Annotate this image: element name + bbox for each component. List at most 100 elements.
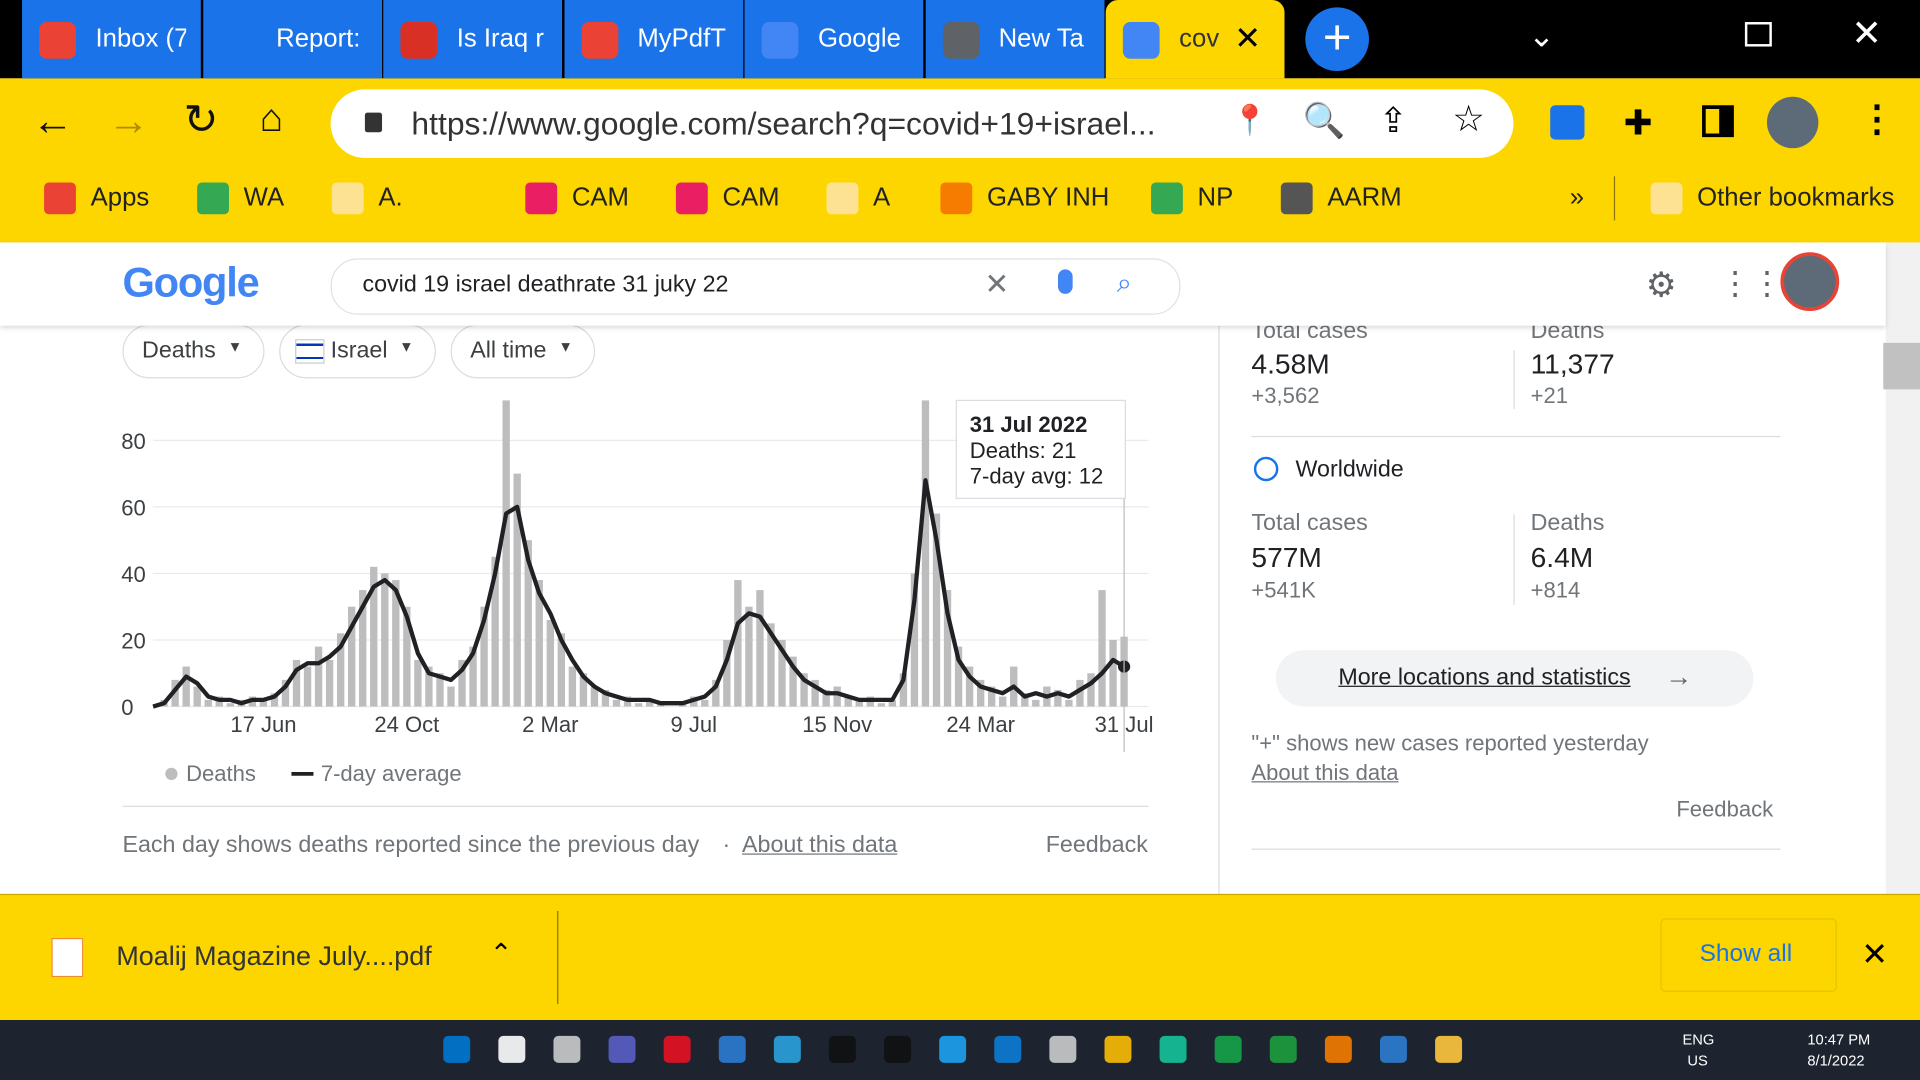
download-menu[interactable]: ⌃ <box>489 937 513 969</box>
download-file[interactable]: Moalij Magazine July....pdf <box>116 940 432 972</box>
location-icon[interactable]: 📍 <box>1231 104 1269 138</box>
bar <box>314 646 323 707</box>
taskbar-icon[interactable] <box>663 1035 691 1063</box>
taskbar-icon[interactable] <box>994 1035 1022 1063</box>
dropdown-arrow: ▼ <box>227 337 243 356</box>
bar <box>612 699 621 707</box>
bookmark[interactable]: CAM <box>571 183 629 212</box>
x-tick-label: 24 Oct <box>374 712 439 737</box>
show-all-button[interactable] <box>1660 918 1837 992</box>
menu-button[interactable]: ⋮ <box>1858 99 1896 140</box>
show-all[interactable]: Show all <box>1699 940 1793 968</box>
tab-search[interactable]: ⌄ <box>1528 17 1555 54</box>
panel-border <box>1218 325 1220 894</box>
share-icon[interactable]: ⇪ <box>1378 101 1408 140</box>
tab-title[interactable]: Report: <box>276 24 361 53</box>
bookmark[interactable]: GABY INH <box>986 183 1110 212</box>
taskbar-icon[interactable] <box>828 1035 856 1063</box>
account-avatar[interactable] <box>1780 252 1840 312</box>
zoom-icon[interactable]: 🔍 <box>1302 101 1346 140</box>
close-download-bar[interactable]: ✕ <box>1861 935 1888 973</box>
taskbar-icon[interactable] <box>1269 1035 1297 1063</box>
reload-button[interactable]: ↻ <box>183 96 219 144</box>
about-link[interactable]: About this data <box>1251 760 1399 785</box>
average-line <box>152 478 1126 709</box>
taskbar-icon[interactable] <box>718 1035 746 1063</box>
home-button[interactable]: ⌂ <box>259 95 284 140</box>
close-button[interactable]: ✕ <box>1851 13 1883 54</box>
bar <box>193 686 201 707</box>
taskbar-icon[interactable] <box>1049 1035 1077 1063</box>
bookmark[interactable]: AARM <box>1327 183 1402 212</box>
stat-new: +21 <box>1530 383 1569 408</box>
google-logo[interactable]: Google <box>122 259 259 307</box>
bookmark-star[interactable]: ☆ <box>1452 99 1486 140</box>
taskbar-icon[interactable] <box>1214 1035 1242 1063</box>
side-panel-icon[interactable] <box>1702 105 1734 138</box>
taskbar-icon[interactable] <box>498 1035 526 1063</box>
filter-label[interactable]: All time <box>470 337 547 364</box>
bookmark[interactable]: NP <box>1197 183 1234 212</box>
more-link[interactable]: More locations and statistics <box>1338 664 1631 691</box>
filter-label[interactable]: Israel <box>330 337 388 364</box>
bookmark[interactable]: A. <box>378 183 403 212</box>
more-button[interactable] <box>1275 650 1754 707</box>
taskbar-icon[interactable] <box>1324 1035 1352 1063</box>
forward-button[interactable]: → <box>107 97 150 145</box>
taskbar-icon[interactable] <box>884 1035 912 1063</box>
taskbar-icon[interactable] <box>553 1035 581 1063</box>
restore-button[interactable] <box>1744 22 1772 47</box>
bar <box>348 606 356 707</box>
address-bar[interactable] <box>330 89 1514 158</box>
tab-title[interactable]: Google <box>817 24 901 53</box>
voice-search[interactable] <box>1057 269 1073 294</box>
bookmark[interactable]: A <box>873 183 891 212</box>
about-link[interactable]: About this data <box>742 832 898 859</box>
bookmark[interactable]: WA <box>243 183 285 212</box>
scroll-thumb[interactable] <box>1883 342 1920 390</box>
tab-title[interactable]: Inbox (7 <box>95 24 187 53</box>
bookmark[interactable]: CAM <box>722 183 780 212</box>
clock-time[interactable]: 10:47 PM <box>1807 1031 1871 1049</box>
back-button[interactable]: ← <box>31 97 74 145</box>
extensions-icon[interactable]: ✚ <box>1623 104 1653 143</box>
chart: 0 20 40 60 80 17 Jun 24 Oct 2 Mar 9 Jul 15 Nov 24 … <box>121 399 1153 786</box>
filter-label[interactable]: Deaths <box>142 337 216 364</box>
feedback-link[interactable]: Feedback <box>1676 797 1774 822</box>
taskbar-icon[interactable] <box>773 1035 801 1063</box>
language[interactable]: ENG <box>1682 1031 1715 1049</box>
region[interactable]: US <box>1687 1051 1708 1069</box>
taskbar-icon[interactable] <box>608 1035 636 1063</box>
taskbar-icon[interactable] <box>1104 1035 1132 1063</box>
translate-icon[interactable] <box>1550 105 1585 140</box>
bookmark[interactable]: Other bookmarks <box>1697 183 1895 212</box>
y-tick-label: 80 <box>121 429 146 454</box>
profile-avatar[interactable] <box>1766 96 1819 149</box>
clock-date[interactable]: 8/1/2022 <box>1807 1051 1865 1069</box>
tab-title[interactable]: MyPdfT <box>637 24 726 53</box>
taskbar-icon[interactable] <box>1435 1035 1463 1063</box>
taskbar-icon[interactable] <box>443 1035 471 1063</box>
tab-icon <box>39 22 76 59</box>
bookmark[interactable]: » <box>1569 183 1585 212</box>
search-query[interactable]: covid 19 israel deathrate 31 juky 22 <box>362 271 729 298</box>
tab-title[interactable]: Is Iraq r <box>456 24 544 53</box>
tab-close[interactable]: ✕ <box>1234 19 1261 57</box>
bookmark-icon <box>525 182 558 215</box>
search-button[interactable]: ⌕ <box>1116 266 1132 298</box>
legend-label: 7-day average <box>321 761 462 786</box>
clear-button[interactable]: ✕ <box>984 268 1010 302</box>
taskbar-icon[interactable] <box>1380 1035 1407 1063</box>
taskbar-icon[interactable] <box>939 1035 967 1063</box>
url[interactable]: https://www.google.com/search?q=covid+19… <box>411 105 1156 143</box>
bookmark[interactable]: Apps <box>90 183 150 212</box>
tab-title[interactable]: cov <box>1179 24 1220 53</box>
new-tab-button[interactable]: + <box>1305 7 1369 72</box>
search-box[interactable] <box>330 258 1181 315</box>
settings-icon[interactable]: ⚙ <box>1645 265 1677 304</box>
scrollbar[interactable] <box>1885 242 1920 894</box>
apps-icon[interactable]: ⋮⋮ <box>1719 264 1783 302</box>
tab-title[interactable]: New Ta <box>998 24 1084 53</box>
feedback-link[interactable]: Feedback <box>1045 832 1148 859</box>
taskbar-icon[interactable] <box>1159 1035 1187 1063</box>
